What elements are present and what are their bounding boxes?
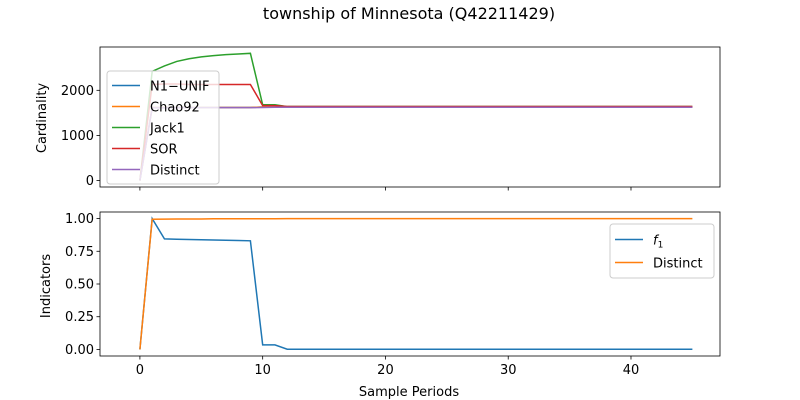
legend-label: Jack1: [149, 122, 185, 137]
plot-frame: [99, 46, 721, 188]
y-tick-label: 0.25: [65, 310, 94, 325]
y-tick-label: 0.00: [65, 343, 94, 358]
x-axis-label: Sample Periods: [359, 385, 459, 400]
x-tick-label: 20: [377, 363, 394, 378]
indicators-chart: Indicators Sample Periods 0.00 0.25 0.50 0.…: [39, 211, 721, 400]
legend-box: [609, 223, 715, 279]
legend-label: Chao92: [150, 101, 200, 116]
legend-box: [106, 70, 220, 185]
x-tick-label: 10: [254, 363, 271, 378]
figure-title: township of Minnesota (Q42211429): [263, 4, 555, 23]
x-tick-label: 0: [136, 363, 144, 378]
y-tick-label: 0.75: [65, 245, 94, 260]
series-line: [139, 106, 693, 181]
y-tick-label: 2000: [61, 84, 94, 99]
y-axis-label: Indicators: [39, 254, 54, 318]
legend-label: N1−UNIF: [150, 80, 209, 95]
x-tick-label: 40: [623, 363, 640, 378]
y-tick-label: 1.00: [65, 212, 94, 227]
legend-label: Distinct: [653, 257, 703, 272]
x-tick-label: 30: [500, 363, 517, 378]
series-line: [139, 216, 693, 350]
legend-label: SOR: [150, 143, 178, 158]
legend-label: Distinct: [150, 164, 200, 179]
y-tick-label: 0.50: [65, 278, 94, 293]
cardinality-chart: Cardinality 0 1000 2000 N1−UNIF Chao92 Jack1 S…: [35, 46, 721, 191]
y-tick-label: 0: [86, 174, 94, 189]
y-axis-label: Cardinality: [35, 83, 50, 154]
legend-label: f1: [653, 234, 663, 251]
series-line: [139, 217, 693, 350]
y-tick-label: 1000: [61, 129, 94, 144]
